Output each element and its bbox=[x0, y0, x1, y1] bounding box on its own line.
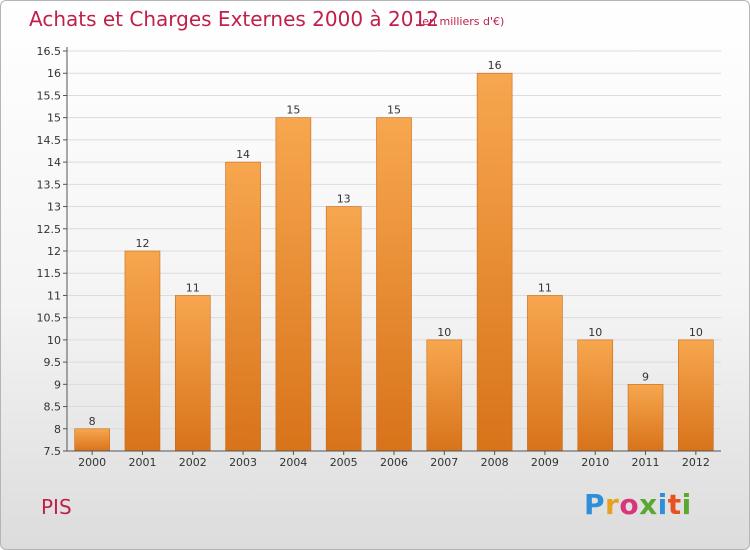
x-tick-label: 2002 bbox=[179, 456, 207, 469]
bar-value-label: 10 bbox=[689, 326, 703, 339]
y-tick-label: 15.5 bbox=[37, 89, 62, 102]
bar-value-label: 8 bbox=[89, 415, 96, 428]
y-tick-label: 7.5 bbox=[44, 445, 62, 458]
y-tick-label: 12.5 bbox=[37, 223, 62, 236]
x-tick-label: 2008 bbox=[481, 456, 509, 469]
y-tick-label: 13 bbox=[47, 201, 61, 214]
x-tick-label: 2006 bbox=[380, 456, 408, 469]
proxiti-logo: Proxiti bbox=[584, 488, 692, 521]
y-tick-label: 8.5 bbox=[44, 401, 62, 414]
y-tick-label: 9 bbox=[54, 378, 61, 391]
bar-2007 bbox=[426, 339, 463, 452]
bar-value-label: 15 bbox=[387, 104, 401, 117]
axes bbox=[63, 47, 721, 455]
bar-2011 bbox=[627, 384, 664, 452]
y-tick-label: 10.5 bbox=[37, 312, 62, 325]
bar-value-label: 16 bbox=[488, 59, 502, 72]
logo-letter: i bbox=[681, 488, 692, 521]
y-tick-label: 14 bbox=[47, 156, 61, 169]
x-tick-label: 2001 bbox=[128, 456, 156, 469]
bar-value-label: 15 bbox=[286, 104, 300, 117]
bar-2004 bbox=[275, 117, 312, 452]
logo-letter: i bbox=[657, 488, 668, 521]
y-tick-label: 13.5 bbox=[37, 178, 62, 191]
x-tick-label: 2011 bbox=[632, 456, 660, 469]
bar-2003 bbox=[225, 161, 261, 452]
bar-value-label: 14 bbox=[236, 148, 250, 161]
bar-value-label: 12 bbox=[135, 237, 149, 250]
bar-2006 bbox=[376, 117, 412, 452]
y-tick-label: 9.5 bbox=[44, 356, 62, 369]
bars bbox=[74, 72, 714, 452]
chart-title: Achats et Charges Externes 2000 à 2012 bbox=[29, 7, 439, 31]
chart-subtitle: (en milliers d'€) bbox=[418, 15, 505, 28]
bar-value-labels: 8 12 11 14 15 13 15 10 16 11 10 9 10 bbox=[89, 59, 703, 428]
y-tick-label: 8 bbox=[54, 423, 61, 436]
logo-letter: x bbox=[639, 488, 658, 521]
y-tick-label: 12 bbox=[47, 245, 61, 258]
bar-value-label: 11 bbox=[186, 281, 200, 294]
x-tick-label: 2004 bbox=[279, 456, 307, 469]
bar-value-label: 9 bbox=[642, 370, 649, 383]
x-tick-label: 2009 bbox=[531, 456, 559, 469]
bar-value-label: 11 bbox=[538, 281, 552, 294]
bar-value-label: 10 bbox=[588, 326, 602, 339]
y-tick-label: 11.5 bbox=[37, 267, 62, 280]
logo-letter: t bbox=[667, 488, 682, 521]
logo-letter: P bbox=[584, 488, 606, 521]
bar-value-label: 10 bbox=[437, 326, 451, 339]
y-tick-label: 16 bbox=[47, 67, 61, 80]
x-tick-label: 2003 bbox=[229, 456, 257, 469]
bar-2009 bbox=[527, 295, 563, 452]
logo-letter: r bbox=[605, 488, 620, 521]
y-tick-label: 16.5 bbox=[37, 45, 62, 58]
logo-letter: o bbox=[619, 488, 640, 521]
y-tick-label: 14.5 bbox=[37, 134, 62, 147]
y-tick-labels: 7.5 8 8.5 9 9.5 10 10.5 11 11.5 12 12.5 13 13.5 14 14.… bbox=[37, 45, 62, 458]
bar-2001 bbox=[124, 250, 161, 452]
bar-2002 bbox=[174, 295, 211, 452]
bar-2008 bbox=[476, 72, 513, 452]
commune-label: PIS bbox=[41, 495, 72, 519]
y-tick-label: 10 bbox=[47, 334, 61, 347]
bar-2000 bbox=[74, 428, 110, 452]
x-tick-label: 2012 bbox=[682, 456, 710, 469]
x-tick-label: 2010 bbox=[581, 456, 609, 469]
y-tick-label: 11 bbox=[47, 289, 61, 302]
x-tick-label: 2000 bbox=[78, 456, 106, 469]
x-tick-label: 2005 bbox=[330, 456, 358, 469]
x-tick-labels: 2000 2001 2002 2003 2004 2005 2006 2007 2008 2009… bbox=[78, 456, 710, 469]
bar-2012 bbox=[678, 339, 714, 452]
x-tick-label: 2007 bbox=[430, 456, 458, 469]
bar-value-label: 13 bbox=[337, 193, 351, 206]
bar-2005 bbox=[325, 206, 362, 452]
y-tick-label: 15 bbox=[47, 112, 61, 125]
bar-2010 bbox=[577, 339, 614, 452]
